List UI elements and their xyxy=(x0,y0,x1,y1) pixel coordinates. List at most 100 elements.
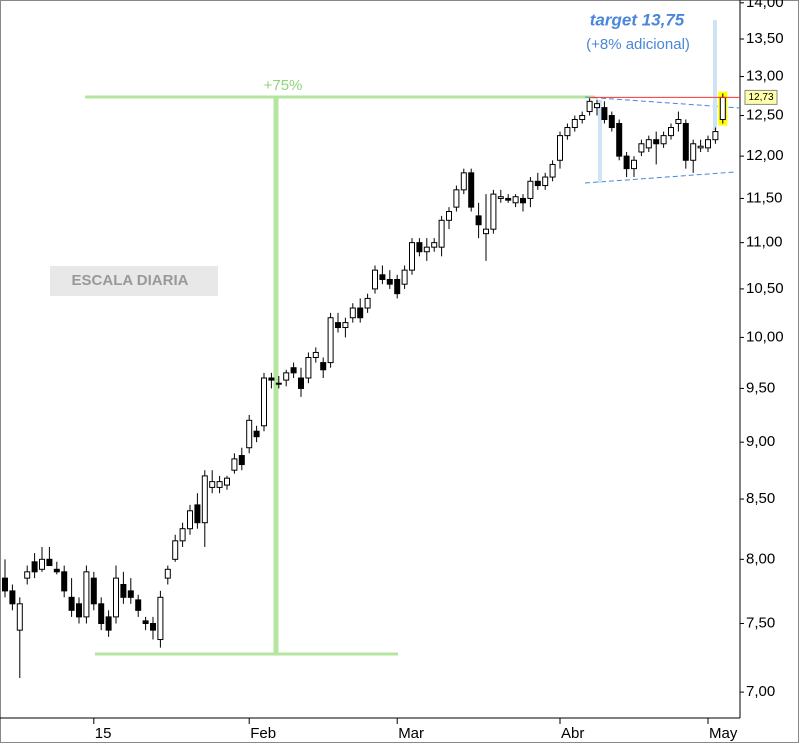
candle-body xyxy=(520,197,526,204)
y-tick-label: 11,50 xyxy=(746,189,782,206)
x-tick-label: Mar xyxy=(398,725,424,742)
candle-body xyxy=(468,172,475,208)
candle-body xyxy=(379,274,386,280)
candle-body xyxy=(24,571,31,579)
candle-body xyxy=(401,269,408,285)
y-tick-label: 12,50 xyxy=(746,106,784,123)
candle-body xyxy=(645,139,652,149)
candle-body xyxy=(690,143,697,161)
candle-body xyxy=(409,242,415,271)
candle-body xyxy=(601,107,608,121)
candle-body xyxy=(364,297,371,309)
candle-body xyxy=(512,196,519,204)
candle-body xyxy=(105,616,112,631)
candle-body xyxy=(187,510,193,530)
candle-body xyxy=(579,115,586,121)
target-note: (+8% adicional) xyxy=(586,36,690,53)
candle-body xyxy=(164,568,171,579)
candle-body xyxy=(423,246,430,253)
candle-body xyxy=(90,577,97,605)
candle-body xyxy=(638,143,645,153)
candle-body xyxy=(608,115,615,129)
candle-body xyxy=(475,215,482,226)
y-tick-label: 7,50 xyxy=(746,614,775,631)
candle-body xyxy=(349,307,356,319)
candle-body xyxy=(31,561,38,573)
gain-bracket xyxy=(85,95,595,656)
candle-body xyxy=(446,210,452,221)
candle-body xyxy=(53,568,60,573)
candle-body xyxy=(616,123,623,157)
candle-body xyxy=(483,228,489,235)
candle-body xyxy=(76,603,82,618)
candle-body xyxy=(194,504,201,524)
candle-body xyxy=(505,197,512,201)
target-label: target 13,75 xyxy=(590,10,685,29)
candle-body xyxy=(594,103,600,109)
candle-body xyxy=(719,96,726,121)
candle-body xyxy=(142,620,149,624)
candle-body xyxy=(675,119,682,125)
candle-body xyxy=(120,583,127,598)
candle-body xyxy=(150,622,156,631)
candle-body xyxy=(224,477,230,486)
candle-body xyxy=(179,528,186,542)
candle-body xyxy=(682,123,689,161)
candle-body xyxy=(335,322,341,329)
candle-body xyxy=(305,357,312,379)
candle-body xyxy=(549,163,556,178)
candle-body xyxy=(135,599,142,611)
candle-body xyxy=(16,603,23,631)
candle-body xyxy=(83,571,90,618)
candle-body xyxy=(39,558,45,570)
candle-body xyxy=(9,590,16,605)
y-tick-label: 13,00 xyxy=(746,67,784,84)
candle-body xyxy=(534,180,541,187)
y-tick-label: 8,50 xyxy=(746,490,775,507)
candle-body xyxy=(342,322,349,329)
candle-body xyxy=(372,269,378,290)
candle-body xyxy=(216,481,223,488)
candle-body xyxy=(527,180,534,199)
x-tick-label: May xyxy=(709,725,738,742)
candle-body xyxy=(261,377,267,427)
candle-body xyxy=(490,193,497,230)
candle-body xyxy=(2,577,8,592)
candle-body xyxy=(357,307,364,319)
candle-body xyxy=(668,127,674,137)
candle-body xyxy=(253,430,260,438)
candle-body xyxy=(327,317,334,364)
candle-body xyxy=(394,278,401,295)
candle-body xyxy=(98,603,105,624)
candle-body xyxy=(386,278,393,285)
x-tick-label: Feb xyxy=(250,725,276,742)
y-tick-label: 12,00 xyxy=(746,147,784,164)
y-tick-label: 9,00 xyxy=(746,433,775,450)
plot xyxy=(2,91,728,678)
y-tick-label: 10,50 xyxy=(746,280,784,297)
candle-body xyxy=(631,159,637,170)
candle-body xyxy=(238,455,245,466)
candle-body xyxy=(431,242,438,248)
y-tick-label: 14,00 xyxy=(746,0,784,11)
y-tick-label: 7,00 xyxy=(746,683,775,700)
gain-label: +75% xyxy=(264,77,303,94)
label-box xyxy=(50,266,218,296)
y-tick-label: 9,50 xyxy=(746,379,775,396)
x-tick-label: 15 xyxy=(95,725,112,742)
candle-body xyxy=(460,172,467,191)
candle-body xyxy=(571,119,578,129)
candle-body xyxy=(209,481,216,488)
price-tag: 12,73 xyxy=(748,92,773,103)
y-tick-label: 13,50 xyxy=(746,30,784,47)
candle-body xyxy=(623,155,630,170)
candle-body xyxy=(268,377,275,381)
candle-body xyxy=(438,219,445,248)
candle-body xyxy=(231,458,238,471)
candle-body xyxy=(542,176,549,187)
candle-body xyxy=(127,590,134,598)
candle-body xyxy=(497,196,504,199)
candle-body xyxy=(705,139,711,149)
